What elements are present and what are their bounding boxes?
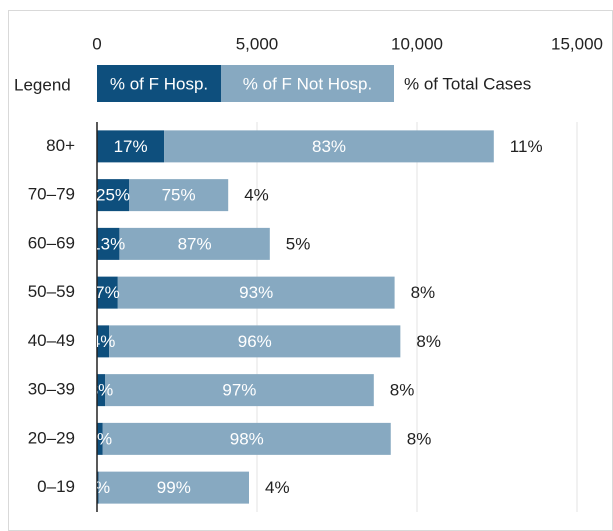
bar-segment xyxy=(164,130,494,163)
y-tick-label: 0–19 xyxy=(37,477,75,496)
bar-label: 7% xyxy=(95,283,120,302)
bar-segment xyxy=(105,374,374,407)
bar-label: 98% xyxy=(230,429,264,448)
y-tick-label: 30–39 xyxy=(28,380,75,399)
legend-swatch xyxy=(221,65,394,102)
bar-segment xyxy=(98,471,249,504)
bar-segment xyxy=(129,179,229,212)
bar-label: 97% xyxy=(222,381,256,400)
legend-label: % of Total Cases xyxy=(404,74,531,93)
total-label: 8% xyxy=(390,381,415,400)
y-tick-label: 80+ xyxy=(46,136,75,155)
bar-label: 13% xyxy=(91,234,125,253)
bar-segment xyxy=(97,276,118,309)
bar-segment xyxy=(97,325,110,358)
bar-segment xyxy=(97,471,99,504)
y-tick-label: 20–29 xyxy=(28,428,75,447)
bar-label: 93% xyxy=(239,283,273,302)
bar-label: 2% xyxy=(88,429,113,448)
y-tick-label: 60–69 xyxy=(28,233,75,252)
bar-segment xyxy=(97,374,105,407)
total-label: 5% xyxy=(286,234,311,253)
total-label: 11% xyxy=(510,137,543,156)
bar-label: 96% xyxy=(238,332,272,351)
bar-label: 25% xyxy=(96,186,130,205)
total-label: 4% xyxy=(244,186,269,205)
total-label: 4% xyxy=(265,478,290,497)
legend-label: % of F Hosp. xyxy=(110,74,208,93)
bar-segment xyxy=(117,276,395,309)
legend-swatch xyxy=(97,65,221,102)
bar-segment xyxy=(102,422,391,455)
bar-segment xyxy=(119,227,270,260)
total-label: 8% xyxy=(407,429,432,448)
total-label: 8% xyxy=(416,332,441,351)
x-tick-label: 5,000 xyxy=(236,34,279,53)
bar-segment xyxy=(109,325,401,358)
x-tick-label: 10,000 xyxy=(391,34,443,53)
bar-label: 4% xyxy=(91,332,116,351)
bar-label: 87% xyxy=(178,234,212,253)
bar-segment xyxy=(97,130,165,163)
bar-segment xyxy=(97,227,120,260)
bar-segment xyxy=(97,422,103,455)
y-tick-label: 70–79 xyxy=(28,185,75,204)
x-tick-label: 0 xyxy=(92,34,101,53)
bar-label: 75% xyxy=(162,186,196,205)
y-tick-label: 40–49 xyxy=(28,331,75,350)
bar-label: 83% xyxy=(312,137,346,156)
x-tick-label: 15,000 xyxy=(551,34,603,53)
legend-title: Legend xyxy=(14,75,71,94)
total-label: 8% xyxy=(411,283,436,302)
bar-label: 3% xyxy=(89,381,114,400)
bar-label: 17% xyxy=(114,137,148,156)
y-tick-label: 50–59 xyxy=(28,282,75,301)
bar-segment xyxy=(97,179,129,212)
bar-label: 1% xyxy=(86,478,111,497)
bar-label: 99% xyxy=(157,478,191,497)
legend-label: % of F Not Hosp. xyxy=(243,74,372,93)
